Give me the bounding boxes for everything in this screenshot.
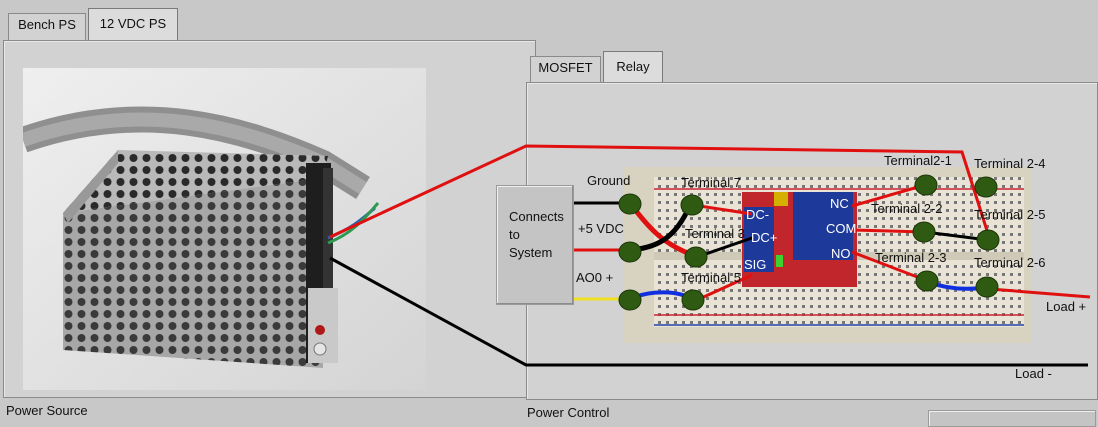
terminal-node-icon (618, 289, 642, 311)
label-terminal7: Terminal 7 (681, 175, 741, 190)
power-source-caption: Power Source (6, 403, 88, 418)
label-ground: Ground (587, 173, 631, 188)
terminal-node-icon (914, 174, 938, 196)
wire-psu-red (329, 144, 992, 241)
label-terminal2-5: Terminal 2-5 (974, 207, 1046, 222)
label-dc-minus: DC- (746, 207, 770, 222)
label-load-plus: Load + (1046, 299, 1087, 314)
label-sig: SIG (744, 257, 767, 272)
power-control-caption: Power Control (527, 405, 610, 420)
terminal-node-icon (976, 229, 1000, 251)
bottom-right-button[interactable] (928, 410, 1096, 427)
terminal-node-icon (618, 241, 642, 263)
label-terminal2-2: Terminal 2-2 (871, 201, 943, 216)
power-supply-photo (23, 68, 426, 390)
label-terminal2-1: Terminal2-1 (884, 153, 952, 168)
terminal-node-icon (681, 289, 705, 311)
label-ao0: AO0 + (576, 270, 614, 285)
tab-mosfet[interactable]: MOSFET (530, 56, 601, 83)
label-nc: NC (830, 196, 849, 211)
label-terminal2-6: Terminal 2-6 (974, 255, 1046, 270)
power-supply-icon (23, 68, 426, 390)
label-terminal2-4: Terminal 2-4 (974, 156, 1046, 171)
terminal-node-icon (974, 176, 998, 198)
tab-12vdc-ps[interactable]: 12 VDC PS (88, 8, 178, 41)
label-load-minus: Load - (1015, 366, 1052, 381)
label-no: NO (831, 246, 851, 261)
label-com: COM (826, 221, 857, 236)
label-terminal2-3: Terminal 2-3 (875, 250, 947, 265)
wire-load-plus (989, 287, 1091, 299)
terminal-node-icon (912, 221, 936, 243)
terminal-node-icon (915, 270, 939, 292)
terminal-node-icon (618, 193, 642, 215)
tab-bench-ps[interactable]: Bench PS (8, 13, 86, 40)
terminal-node-icon (684, 246, 708, 268)
label-terminal3: Terminal 3 (685, 226, 745, 241)
terminal-node-icon (975, 276, 999, 298)
label-5vdc: +5 VDC (578, 221, 624, 236)
label-dc-plus: DC+ (751, 230, 778, 245)
terminal-node-icon (680, 194, 704, 216)
tab-relay[interactable]: Relay (603, 51, 663, 84)
wire-psu-black (329, 256, 1088, 367)
connects-to-system-button[interactable]: Connects to System (496, 185, 574, 305)
label-terminal-bottom: Terminal 5 (681, 270, 741, 285)
